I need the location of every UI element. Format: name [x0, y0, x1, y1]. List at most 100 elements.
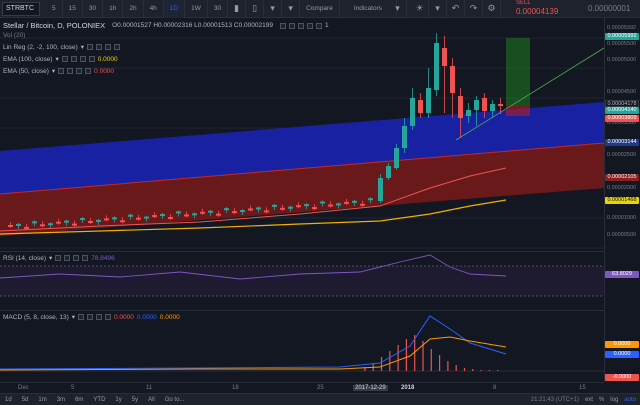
- compare-button[interactable]: Compare: [300, 0, 340, 18]
- range-1d[interactable]: 1d: [5, 396, 12, 403]
- macd-tag-macd: 0.0000: [605, 351, 639, 358]
- macd-chevron-icon[interactable]: ▾: [71, 314, 76, 321]
- interval-30[interactable]: 30: [83, 0, 104, 18]
- interval-1d[interactable]: 1D: [163, 0, 186, 18]
- more-square-icon[interactable]: [306, 22, 313, 29]
- redo-icon[interactable]: ↷: [465, 0, 484, 18]
- linreg-settings-icon[interactable]: [96, 44, 103, 50]
- ema50-more-icon[interactable]: [85, 68, 92, 74]
- interval-1w[interactable]: 1W: [185, 0, 208, 18]
- eye-icon[interactable]: [279, 22, 286, 29]
- interval-1h[interactable]: 1h: [103, 0, 124, 18]
- candle-body: [192, 213, 197, 216]
- candle-body: [88, 221, 93, 223]
- chevron-down-icon[interactable]: ▾: [264, 0, 283, 18]
- candle-body: [96, 219, 101, 222]
- goto-button[interactable]: Go to...: [164, 396, 185, 403]
- range-5d[interactable]: 5d: [21, 396, 29, 403]
- interval-4h[interactable]: 4h: [144, 0, 164, 18]
- rsi-axis[interactable]: [604, 251, 640, 309]
- ema50-eye-icon[interactable]: [58, 68, 65, 74]
- range-3m[interactable]: 3m: [56, 396, 66, 403]
- ema50-close-icon[interactable]: [76, 68, 83, 74]
- rsi-chevron-icon[interactable]: ▾: [49, 255, 53, 262]
- linreg-eye-icon[interactable]: [87, 44, 94, 50]
- ema100-legend-row: EMA (100, close) ▾ 0.0000: [3, 55, 118, 64]
- dropdown-icon-2[interactable]: ▾: [429, 0, 448, 18]
- auto-toggle[interactable]: auto: [624, 397, 636, 403]
- log-toggle[interactable]: log: [610, 397, 619, 403]
- lightbulb-icon[interactable]: ☀: [411, 0, 430, 18]
- interval-5[interactable]: 5: [46, 0, 63, 18]
- bar-style-icon[interactable]: ▮: [228, 0, 247, 18]
- macd-value-2: 0.0000: [136, 313, 157, 321]
- macd-close-icon[interactable]: [96, 314, 103, 320]
- candle-body: [410, 98, 415, 126]
- range-1m[interactable]: 1m: [38, 396, 47, 403]
- candle-style-icon[interactable]: ▯: [246, 0, 265, 18]
- candle-body: [442, 48, 447, 66]
- price-axis-label: 0.00003500: [607, 120, 637, 126]
- linreg-close-icon[interactable]: [105, 44, 112, 50]
- range-all[interactable]: All: [148, 396, 155, 403]
- time-label: 15: [579, 385, 586, 391]
- range-5y[interactable]: 5y: [131, 396, 139, 403]
- macd-settings-icon[interactable]: [87, 314, 94, 320]
- linreg-label: Lin Reg (2, -2, 100, close): [3, 43, 78, 51]
- interval-15[interactable]: 15: [63, 0, 83, 18]
- undo-icon[interactable]: ↶: [447, 0, 466, 18]
- dropdown-icon[interactable]: ▾: [282, 0, 301, 18]
- symbol-search-input[interactable]: STRBTC: [2, 1, 40, 16]
- price-tag-channel-upper: 0.00003144: [605, 139, 639, 146]
- macd-tag-signal: 0.0000: [605, 341, 639, 348]
- price-tag-ref: 0.00004178: [605, 100, 639, 107]
- candle-body: [160, 214, 165, 217]
- interval-30-extra[interactable]: 30: [208, 0, 229, 18]
- macd-eye-icon[interactable]: [78, 314, 85, 320]
- candle-body: [48, 223, 53, 226]
- ema100-chevron-icon[interactable]: ▾: [55, 56, 59, 63]
- indicators-button[interactable]: Indicators: [340, 0, 398, 18]
- rsi-settings-icon[interactable]: [64, 255, 71, 261]
- close-square-icon[interactable]: [297, 22, 304, 29]
- rsi-more-icon[interactable]: [82, 255, 89, 261]
- time-axis[interactable]: Dec 5 11 18 25 2017-12-29 2018 8 15: [0, 382, 604, 393]
- macd-pane[interactable]: MACD (5, 8, close, 13) ▾ 0.0000 0.0000 0…: [0, 310, 604, 382]
- settings-icon[interactable]: ⚙: [483, 0, 502, 18]
- candle-body: [466, 110, 471, 116]
- price-axis-label: 0.00005000: [607, 57, 637, 63]
- macd-label: MACD (5, 8, close, 13): [3, 313, 69, 321]
- macd-more-icon[interactable]: [105, 314, 112, 320]
- ema50-settings-icon[interactable]: [67, 68, 74, 74]
- candle-body: [200, 211, 205, 214]
- ema50-legend-row: EMA (50, close) ▾ 0.0000: [3, 67, 114, 76]
- range-ytd[interactable]: YTD: [93, 396, 106, 403]
- time-label: 25: [317, 385, 324, 391]
- price-axis[interactable]: [604, 18, 640, 250]
- ema100-close-icon[interactable]: [79, 56, 86, 62]
- rsi-legend-row: RSI (14, close) ▾ 78.8496: [3, 254, 115, 263]
- linreg-more-icon[interactable]: [114, 44, 121, 50]
- rsi-eye-icon[interactable]: [55, 255, 62, 261]
- macd-legend-row: MACD (5, 8, close, 13) ▾ 0.0000 0.0000 0…: [3, 313, 180, 322]
- position-stop-box: [506, 106, 530, 116]
- ext-toggle[interactable]: ext: [584, 397, 593, 403]
- range-1y[interactable]: 1y: [115, 396, 122, 403]
- alert-square-icon[interactable]: [315, 22, 322, 29]
- sell-button[interactable]: SELL 0.00004139: [514, 0, 576, 18]
- candle-body: [224, 208, 229, 211]
- rsi-close-icon[interactable]: [73, 255, 80, 261]
- linreg-chevron-icon[interactable]: ▾: [80, 44, 85, 51]
- ema50-chevron-icon[interactable]: ▾: [51, 68, 56, 75]
- range-6m[interactable]: 6m: [75, 396, 84, 403]
- buy-button[interactable]: 0.00000001: [586, 0, 640, 18]
- settings-square-icon[interactable]: [288, 22, 295, 29]
- ema100-settings-icon[interactable]: [70, 56, 77, 62]
- price-chart-pane[interactable]: Stellar / Bitcoin, D, POLONIEX O0.000015…: [0, 18, 604, 250]
- interval-2h[interactable]: 2h: [123, 0, 144, 18]
- ema100-more-icon[interactable]: [88, 56, 95, 62]
- rsi-pane[interactable]: RSI (14, close) ▾ 78.8496: [0, 251, 604, 309]
- indicators-dropdown-icon[interactable]: ▾: [389, 0, 408, 18]
- ema100-eye-icon[interactable]: [61, 56, 68, 62]
- percent-toggle[interactable]: %: [598, 397, 605, 403]
